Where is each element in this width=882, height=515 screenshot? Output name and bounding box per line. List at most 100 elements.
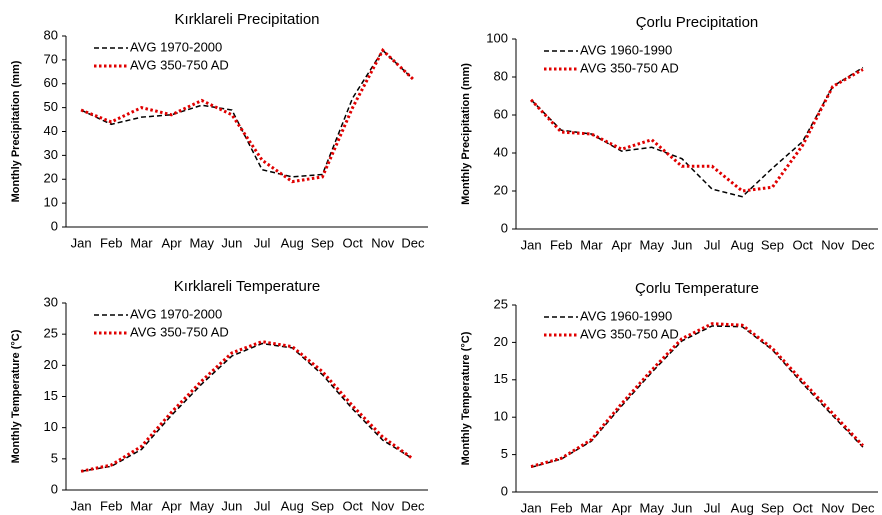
x-tick-label: Jul bbox=[704, 500, 721, 515]
x-tick-label: Mar bbox=[130, 235, 153, 250]
y-tick-label: 25 bbox=[44, 326, 58, 341]
x-tick-label: Jul bbox=[254, 498, 271, 513]
y-tick-label: 0 bbox=[51, 481, 58, 496]
legend-label: AVG 1960-1990 bbox=[580, 308, 672, 323]
y-tick-label: 25 bbox=[494, 296, 508, 311]
series-line bbox=[80, 47, 414, 184]
x-tick-label: May bbox=[189, 235, 214, 250]
x-tick-label: Aug bbox=[281, 235, 304, 250]
x-tick-label: Nov bbox=[821, 500, 845, 515]
x-tick-label: Jun bbox=[671, 500, 692, 515]
x-tick-label: May bbox=[639, 237, 664, 252]
y-tick-label: 30 bbox=[44, 147, 58, 162]
x-tick-label: Jul bbox=[254, 235, 271, 250]
x-tick-label: Apr bbox=[611, 237, 632, 252]
y-axis-label: Monthly Precipitation (mm) bbox=[10, 60, 22, 202]
y-tick-label: 10 bbox=[44, 195, 58, 210]
y-tick-label: 100 bbox=[486, 30, 508, 45]
x-tick-label: Feb bbox=[100, 235, 122, 250]
x-tick-label: Sep bbox=[311, 235, 334, 250]
y-tick-label: 40 bbox=[44, 123, 58, 138]
y-tick-label: 50 bbox=[44, 99, 58, 114]
series-line bbox=[530, 66, 864, 198]
x-tick-label: Sep bbox=[311, 498, 334, 513]
series-line bbox=[80, 342, 414, 473]
x-tick-label: Nov bbox=[821, 237, 845, 252]
series-line bbox=[530, 325, 864, 469]
x-tick-label: Aug bbox=[281, 498, 304, 513]
series-line bbox=[80, 340, 414, 473]
legend-label: AVG 1970-2000 bbox=[130, 39, 222, 54]
chart-title: Kırklareli Precipitation bbox=[174, 11, 319, 28]
x-tick-label: Sep bbox=[761, 237, 784, 252]
x-tick-label: Feb bbox=[100, 498, 122, 513]
x-tick-label: Dec bbox=[851, 237, 875, 252]
series-line bbox=[529, 68, 864, 193]
x-tick-label: Jun bbox=[221, 235, 242, 250]
x-tick-label: Mar bbox=[130, 498, 153, 513]
x-tick-label: Feb bbox=[550, 500, 572, 515]
y-tick-label: 15 bbox=[44, 388, 58, 403]
legend-label: AVG 1970-2000 bbox=[130, 306, 222, 321]
y-tick-label: 60 bbox=[494, 106, 508, 121]
x-tick-label: Mar bbox=[580, 500, 603, 515]
x-tick-label: Jan bbox=[521, 500, 542, 515]
x-tick-label: Dec bbox=[851, 500, 875, 515]
y-axis-label: Monthly Temperature (°C) bbox=[10, 329, 22, 463]
chart-title: Çorlu Temperature bbox=[635, 280, 759, 297]
x-tick-label: Jul bbox=[704, 237, 721, 252]
legend-label: AVG 350-750 AD bbox=[580, 60, 679, 75]
legend-label: AVG 350-750 AD bbox=[130, 324, 229, 339]
y-axis-label: Monthly Temperature (°C) bbox=[460, 331, 472, 465]
chart-title: Çorlu Precipitation bbox=[636, 14, 759, 31]
chart-title: Kırklareli Temperature bbox=[174, 278, 320, 295]
x-tick-label: Jun bbox=[221, 498, 242, 513]
y-tick-label: 5 bbox=[51, 450, 58, 465]
x-tick-label: Nov bbox=[371, 498, 395, 513]
x-tick-label: Aug bbox=[731, 237, 754, 252]
x-tick-label: Aug bbox=[731, 500, 754, 515]
x-tick-label: Oct bbox=[792, 500, 813, 515]
legend-label: AVG 350-750 AD bbox=[130, 57, 229, 72]
series-line bbox=[530, 322, 865, 469]
x-tick-label: Oct bbox=[792, 237, 813, 252]
y-tick-label: 20 bbox=[44, 171, 58, 186]
series-line bbox=[80, 49, 414, 178]
x-tick-label: Jan bbox=[71, 235, 92, 250]
x-tick-label: Feb bbox=[550, 237, 572, 252]
y-tick-label: 60 bbox=[44, 75, 58, 90]
y-tick-label: 40 bbox=[494, 144, 508, 159]
y-tick-label: 80 bbox=[44, 27, 58, 42]
x-tick-label: Dec bbox=[401, 235, 425, 250]
x-tick-label: Nov bbox=[371, 235, 395, 250]
x-tick-label: Sep bbox=[761, 500, 784, 515]
y-tick-label: 20 bbox=[494, 334, 508, 349]
legend-label: AVG 1960-1990 bbox=[580, 42, 672, 57]
x-tick-label: Oct bbox=[342, 498, 363, 513]
y-tick-label: 0 bbox=[501, 483, 508, 498]
x-tick-label: Apr bbox=[161, 235, 182, 250]
y-tick-label: 0 bbox=[51, 218, 58, 233]
y-tick-label: 30 bbox=[44, 294, 58, 309]
y-tick-label: 5 bbox=[501, 446, 508, 461]
x-tick-label: May bbox=[639, 500, 664, 515]
y-tick-label: 80 bbox=[494, 68, 508, 83]
x-tick-label: Jan bbox=[521, 237, 542, 252]
legend-label: AVG 350-750 AD bbox=[580, 326, 679, 341]
y-tick-label: 20 bbox=[44, 357, 58, 372]
y-tick-label: 20 bbox=[494, 182, 508, 197]
y-tick-label: 10 bbox=[494, 409, 508, 424]
x-tick-label: Mar bbox=[580, 237, 603, 252]
x-tick-label: Apr bbox=[161, 498, 182, 513]
x-tick-label: Jan bbox=[71, 498, 92, 513]
x-tick-label: Oct bbox=[342, 235, 363, 250]
y-tick-label: 70 bbox=[44, 51, 58, 66]
x-tick-label: May bbox=[189, 498, 214, 513]
x-tick-label: Apr bbox=[611, 500, 632, 515]
y-tick-label: 15 bbox=[494, 371, 508, 386]
x-tick-label: Dec bbox=[401, 498, 425, 513]
y-tick-label: 0 bbox=[501, 220, 508, 235]
y-tick-label: 10 bbox=[44, 419, 58, 434]
x-tick-label: Jun bbox=[671, 237, 692, 252]
